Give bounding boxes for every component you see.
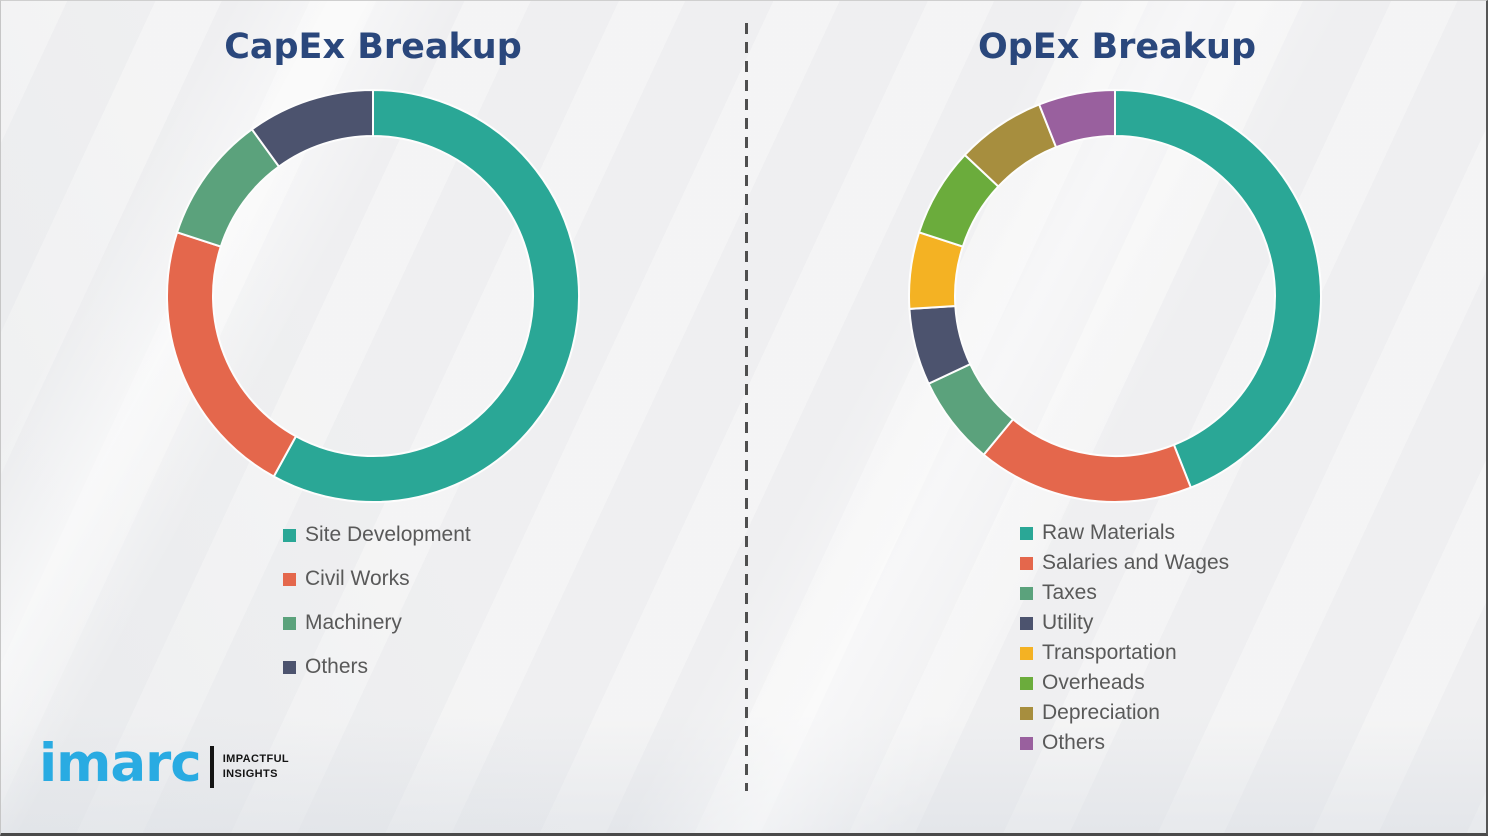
legend-item-machinery: Machinery bbox=[283, 601, 471, 645]
legend-label-salaries-and-wages: Salaries and Wages bbox=[1042, 551, 1230, 574]
capex-title: CapEx Breakup bbox=[224, 27, 522, 67]
legend-item-others: Others bbox=[1020, 728, 1229, 758]
depreciation-swatch bbox=[1020, 706, 1033, 720]
legend-label-others: Others bbox=[305, 655, 369, 678]
imarc-logo-wordmark: imarc bbox=[39, 733, 202, 794]
overheads-swatch bbox=[1020, 676, 1033, 690]
legend-item-transportation: Transportation bbox=[1020, 638, 1229, 668]
legend-item-taxes: Taxes bbox=[1020, 578, 1229, 608]
capex-donut-chart bbox=[166, 88, 580, 503]
legend-item-civil-works: Civil Works bbox=[283, 557, 471, 601]
civil-works-segment bbox=[166, 231, 298, 478]
legend-label-taxes: Taxes bbox=[1042, 581, 1097, 604]
utility-swatch bbox=[1020, 616, 1033, 630]
transportation-swatch bbox=[1020, 646, 1033, 660]
logo-divider-bar bbox=[209, 745, 214, 788]
opex-title: OpEx Breakup bbox=[977, 27, 1257, 67]
opex-donut-chart bbox=[908, 88, 1322, 503]
legend-item-site-development: Site Development bbox=[283, 513, 471, 557]
legend-label-civil-works: Civil Works bbox=[305, 567, 410, 590]
legend-item-overheads: Overheads bbox=[1020, 668, 1229, 698]
opex-legend: Raw Materials Salaries and Wages Taxes Util… bbox=[1020, 518, 1229, 758]
legend-label-machinery: Machinery bbox=[305, 611, 402, 634]
tagline-line-2: INSIGHTS bbox=[222, 767, 278, 780]
others-swatch bbox=[1020, 736, 1033, 750]
legend-label-utility: Utility bbox=[1042, 611, 1094, 634]
imarc-logo-tagline: IMPACTFUL INSIGHTS bbox=[223, 753, 289, 780]
site-development-swatch bbox=[283, 528, 296, 542]
site-development-segment bbox=[272, 88, 580, 503]
machinery-swatch bbox=[283, 616, 296, 630]
capex-legend: Site Development Civil Works Machinery Othe… bbox=[283, 513, 471, 689]
legend-item-salaries-and-wages: Salaries and Wages bbox=[1020, 548, 1229, 578]
salaries-and-wages-segment bbox=[982, 417, 1193, 503]
others-segment bbox=[250, 88, 374, 168]
legend-label-others: Others bbox=[1042, 731, 1106, 754]
salaries-and-wages-swatch bbox=[1020, 556, 1033, 570]
legend-label-transportation: Transportation bbox=[1042, 641, 1177, 664]
legend-label-overheads: Overheads bbox=[1042, 671, 1145, 694]
panel-divider-dashed-line bbox=[745, 23, 748, 791]
taxes-swatch bbox=[1020, 586, 1033, 600]
imarc-logo: imarc IMPACTFUL INSIGHTS bbox=[39, 737, 289, 790]
raw-materials-segment bbox=[1114, 88, 1322, 489]
legend-label-site-development: Site Development bbox=[305, 523, 471, 546]
legend-item-raw-materials: Raw Materials bbox=[1020, 518, 1229, 548]
legend-label-depreciation: Depreciation bbox=[1042, 701, 1160, 724]
legend-item-others: Others bbox=[283, 645, 471, 689]
tagline-line-1: IMPACTFUL bbox=[222, 752, 290, 765]
legend-item-depreciation: Depreciation bbox=[1020, 698, 1229, 728]
others-swatch bbox=[283, 660, 296, 674]
civil-works-swatch bbox=[283, 572, 296, 586]
legend-label-raw-materials: Raw Materials bbox=[1042, 521, 1176, 544]
legend-item-utility: Utility bbox=[1020, 608, 1229, 638]
raw-materials-swatch bbox=[1020, 526, 1033, 540]
others-segment bbox=[1037, 88, 1116, 149]
